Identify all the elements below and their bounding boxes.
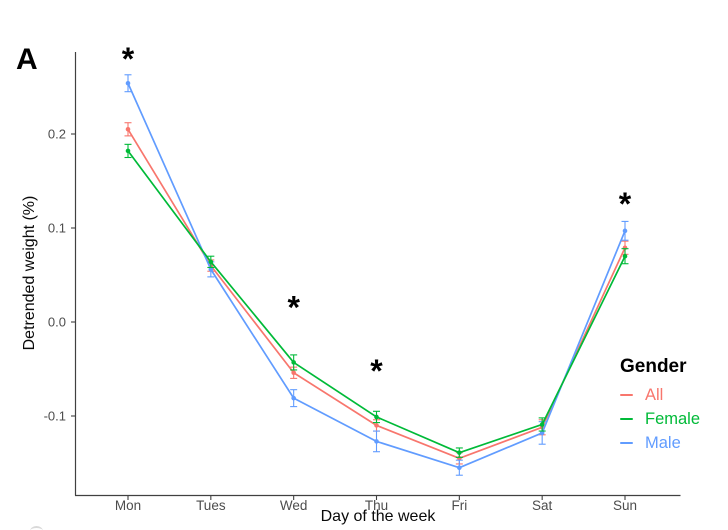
legend-entry-all: All xyxy=(620,383,700,407)
data-point-male xyxy=(208,267,214,272)
x-tick-label: Fri xyxy=(451,498,467,513)
series-line-female xyxy=(127,150,626,454)
legend-key-dash-male xyxy=(620,441,633,445)
panel-label: A xyxy=(16,43,38,76)
significance-asterisk-mon: * xyxy=(122,41,135,77)
data-point-female xyxy=(374,414,379,420)
legend-entry-female: Female xyxy=(620,407,700,431)
data-point-female xyxy=(291,360,296,365)
y-tick-label: 0.1 xyxy=(48,221,66,236)
x-tick-label: Sun xyxy=(613,498,637,513)
cropped-next-panel-label xyxy=(30,526,43,530)
data-point-male xyxy=(291,395,296,401)
data-point-female xyxy=(208,259,214,265)
data-point-male xyxy=(374,439,379,444)
data-point-male xyxy=(125,80,131,86)
data-point-all xyxy=(291,370,296,376)
data-point-female xyxy=(622,253,628,259)
significance-asterisk-wed: * xyxy=(287,289,300,325)
x-tick-label: Wed xyxy=(280,498,308,513)
data-point-female xyxy=(125,148,131,154)
data-point-female xyxy=(539,422,545,427)
legend-label-female: Female xyxy=(645,409,701,428)
x-axis-title: Day of the week xyxy=(320,508,436,525)
data-point-all xyxy=(374,423,379,428)
y-tick-label: -0.1 xyxy=(44,409,66,424)
significance-asterisk-thu: * xyxy=(370,353,383,389)
data-point-male xyxy=(457,465,462,471)
data-point-male xyxy=(539,430,545,436)
legend: Gender All Female Male xyxy=(620,356,700,455)
significance-asterisk-sun: * xyxy=(619,186,632,222)
legend-entry-male: Male xyxy=(620,431,700,455)
data-point-female xyxy=(457,450,462,455)
x-tick-label: Thu xyxy=(365,498,388,513)
y-tick-label: 0.0 xyxy=(48,315,66,330)
legend-key-dash-female xyxy=(620,417,633,421)
legend-key-dash-all xyxy=(620,393,633,397)
x-tick-label: Mon xyxy=(115,498,141,513)
y-tick-label: 0.2 xyxy=(48,127,66,142)
y-axis-title: Detrended weight (%) xyxy=(21,195,38,351)
data-point-all xyxy=(125,127,131,132)
legend-label-male: Male xyxy=(645,433,681,452)
legend-label-all: All xyxy=(645,385,664,404)
x-tick-label: Sat xyxy=(532,498,553,513)
x-tick-label: Tues xyxy=(196,498,226,513)
data-point-male xyxy=(622,228,628,234)
legend-title: Gender xyxy=(620,356,687,377)
